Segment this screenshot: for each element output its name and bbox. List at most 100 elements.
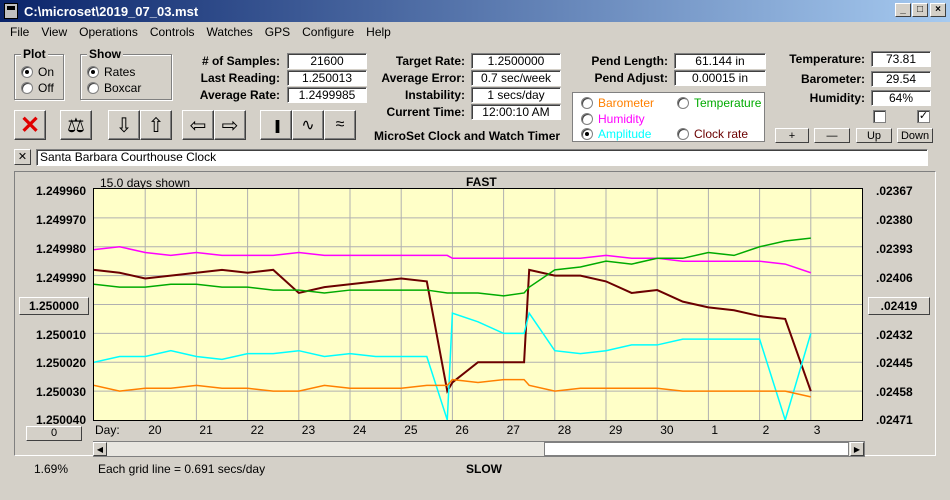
plot-off-radio[interactable]: Off — [21, 81, 54, 95]
pend-length-field[interactable]: 61.144 in — [674, 53, 766, 69]
arrow-left-icon: ⇦ — [189, 114, 207, 137]
plot-group-title: Plot — [21, 47, 48, 61]
plot-on-radio[interactable]: On — [21, 65, 54, 79]
show-boxcar-radio[interactable]: Boxcar — [87, 81, 141, 95]
last-reading-field: 1.250013 — [287, 70, 367, 86]
balance-button[interactable]: ⚖ — [60, 110, 92, 140]
shift-up-button[interactable]: ⇧ — [140, 110, 172, 140]
up-button[interactable]: Up — [856, 128, 892, 143]
line-view-button[interactable]: ∿ — [292, 110, 324, 140]
slow-label: SLOW — [466, 462, 502, 476]
menu-operations[interactable]: Operations — [79, 25, 138, 39]
y-tick-right: .02406 — [876, 271, 913, 285]
average-error-field: 0.7 sec/week — [471, 70, 561, 86]
radio-icon — [581, 113, 593, 125]
scrollbar-thumb[interactable] — [544, 442, 849, 456]
percent-readout: 1.69% — [34, 462, 69, 476]
menu-file[interactable]: File — [10, 25, 30, 39]
barometer-field: 29.54 — [871, 71, 931, 87]
temperature-label: Temperature: — [789, 52, 865, 66]
instability-field: 1 secs/day — [471, 87, 561, 103]
plus-button[interactable]: + — [775, 128, 809, 143]
radio-icon — [677, 97, 689, 109]
menu-watches[interactable]: Watches — [206, 25, 253, 39]
y-center-right-button[interactable]: .02419 — [868, 297, 930, 315]
target-rate-label: Target Rate: — [395, 54, 465, 68]
x-tick-label: 21 — [199, 423, 213, 437]
clear-name-button[interactable]: ✕ — [14, 149, 31, 165]
y-tick-right: .02367 — [876, 184, 913, 198]
y-tick-right: .02458 — [876, 385, 913, 399]
horizontal-scrollbar[interactable]: ◀ ▶ — [93, 441, 865, 457]
menu-controls[interactable]: Controls — [149, 25, 195, 39]
chart-svg — [93, 189, 862, 423]
x-tick-label: 2 — [762, 423, 770, 437]
x-tick-label: 27 — [506, 423, 520, 437]
series-line-humidity — [93, 245, 812, 274]
shift-down-button[interactable]: ⇩ — [108, 110, 140, 140]
app-name: MicroSet Clock and Watch Timer — [374, 129, 561, 143]
down-button[interactable]: Down — [897, 128, 933, 143]
radio-icon — [581, 128, 593, 140]
menu-configure[interactable]: Configure — [302, 25, 355, 39]
minus-button[interactable]: — — [814, 128, 850, 143]
checkbox-2[interactable]: ✓ — [917, 110, 930, 123]
shift-right-button[interactable]: ⇨ — [214, 110, 246, 140]
series-barometer-radio[interactable]: Barometer — [581, 96, 654, 110]
current-time-field: 12:00:10 AM — [471, 104, 561, 120]
humidity-label: Humidity: — [809, 91, 865, 105]
clock-name-field[interactable]: Santa Barbara Courthouse Clock — [36, 149, 928, 166]
x-tick-label: 23 — [301, 423, 316, 437]
y-center-left-button[interactable]: 1.250000 — [19, 297, 89, 315]
series-clockrate-radio[interactable]: Clock rate — [677, 127, 748, 141]
wave-view-button[interactable]: ≈ — [324, 110, 356, 140]
samples-label: # of Samples: — [201, 54, 280, 68]
y-tick-right: .02380 — [876, 213, 913, 227]
plot-area — [93, 188, 863, 423]
average-error-label: Average Error: — [381, 71, 465, 85]
plot-on-label: On — [38, 65, 55, 79]
wave-icon: ≈ — [335, 116, 345, 133]
target-rate-field[interactable]: 1.2500000 — [471, 53, 561, 69]
series-line-clock-rate — [93, 268, 812, 394]
day-label: Day: — [95, 423, 120, 437]
series-amplitude-radio[interactable]: Amplitude — [581, 127, 651, 141]
series-line-temperature — [93, 237, 811, 297]
current-time-label: Current Time: — [386, 105, 465, 119]
menu-gps[interactable]: GPS — [264, 25, 291, 39]
checkbox-1[interactable] — [873, 110, 886, 123]
stop-button[interactable]: ✕ — [14, 110, 46, 140]
scroll-left-arrow[interactable]: ◀ — [93, 442, 107, 456]
shift-left-button[interactable]: ⇦ — [182, 110, 214, 140]
menu-help[interactable]: Help — [366, 25, 391, 39]
zero-button[interactable]: 0 — [26, 426, 82, 441]
days-shown: 15.0 days shown — [100, 176, 191, 190]
scroll-right-arrow[interactable]: ▶ — [850, 442, 864, 456]
minimize-button[interactable]: _ — [895, 3, 911, 17]
show-rates-radio[interactable]: Rates — [87, 65, 135, 79]
series-select-box: Barometer Temperature Humidity Amplitude… — [572, 92, 765, 142]
x-tick-label: 22 — [250, 423, 264, 437]
bars-view-button[interactable]: ||||| — [260, 110, 292, 140]
series-amplitude-label: Amplitude — [598, 127, 652, 141]
y-tick-left: 1.250040 — [35, 413, 86, 427]
series-humidity-radio[interactable]: Humidity — [581, 112, 645, 126]
series-line-amplitude — [93, 311, 812, 423]
close-window-button[interactable]: × — [930, 3, 946, 17]
radio-icon — [21, 66, 33, 78]
x-tick-label: 20 — [148, 423, 162, 437]
x-tick-label: 3 — [813, 423, 821, 437]
pend-adjust-field: 0.00015 in — [674, 70, 766, 86]
red-x-icon: ✕ — [19, 111, 41, 139]
y-tick-left: 1.249970 — [35, 213, 86, 227]
show-boxcar-label: Boxcar — [104, 81, 142, 95]
maximize-button[interactable]: □ — [912, 3, 928, 17]
radio-icon — [21, 82, 33, 94]
y-tick-left: 1.250030 — [35, 385, 86, 399]
radio-icon — [87, 82, 99, 94]
series-temperature-radio[interactable]: Temperature — [677, 96, 761, 110]
pend-adjust-label: Pend Adjust: — [594, 71, 668, 85]
humidity-field: 64% — [871, 90, 931, 106]
plot-group: Plot On Off — [14, 47, 64, 100]
menu-view[interactable]: View — [41, 25, 68, 39]
